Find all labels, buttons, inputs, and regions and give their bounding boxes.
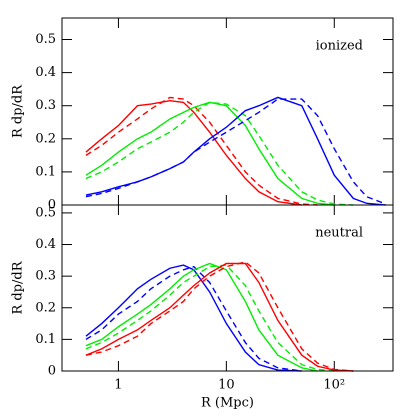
series-line (85, 264, 335, 372)
y-tick-label: 0.1 (35, 164, 56, 179)
series-line (85, 100, 302, 206)
plot-frame (61, 204, 394, 372)
x-tick-label: 10² (323, 378, 345, 393)
series-line (85, 265, 302, 372)
series-line (85, 261, 354, 372)
y-tick-label: 0.3 (35, 269, 56, 284)
x-tick-label: 10 (218, 378, 235, 393)
series-line (85, 101, 354, 206)
y-tick-label: 0.2 (35, 131, 56, 146)
y-tick-label: 0.4 (35, 237, 56, 252)
x-tick-label: 1 (114, 378, 122, 393)
y-tick-label: 0.2 (35, 300, 56, 315)
series-line (85, 101, 335, 206)
y-axis-label: R dp/dR (11, 84, 26, 138)
series-line (85, 262, 318, 372)
y-tick-label: 0.1 (35, 332, 56, 347)
y-tick-label: 0 (48, 198, 56, 213)
series-line (85, 264, 302, 372)
y-tick-label: 0.3 (35, 98, 56, 113)
annotation: neutral (315, 226, 363, 241)
series-line (85, 96, 386, 206)
x-axis-label: R (Mpc) (201, 396, 254, 411)
series-line (85, 98, 387, 205)
y-tick-label: 0.4 (35, 65, 56, 80)
annotation: ionized (316, 39, 363, 54)
y-tick-label: 0.5 (35, 205, 56, 220)
y-tick-label: 0.5 (35, 32, 56, 47)
y-tick-label: 0 (48, 364, 56, 379)
series-line (85, 262, 354, 372)
y-axis-label: R dp/dR (11, 260, 26, 314)
